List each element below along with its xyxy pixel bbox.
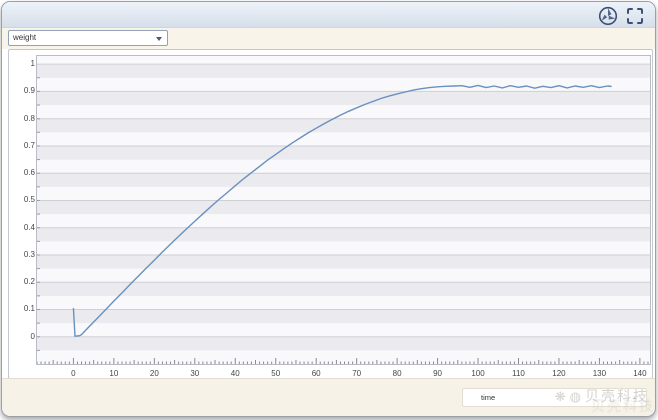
chart-svg	[37, 56, 650, 364]
aperture-icon[interactable]	[598, 6, 618, 26]
x-tick-label: 90	[433, 369, 443, 378]
x-tick-label: 40	[230, 369, 240, 378]
series-selector-dropdown[interactable]: weight	[8, 30, 168, 46]
x-tick-label: 130	[592, 369, 607, 378]
series-line-weight	[72, 84, 612, 337]
x-tick-label: 110	[512, 369, 525, 378]
series-selector-value: weight	[13, 33, 37, 42]
titlebar	[2, 2, 655, 28]
x-tick-label: 140	[633, 369, 647, 378]
y-axis-labels: 1 0.9 0.8 0.7 0.6 0.5 0.4 0.3 0.2 0.1 0	[10, 55, 35, 378]
x-tick-label: 50	[271, 369, 281, 378]
y-tick-label: 1	[30, 59, 35, 69]
x-tick-label: 80	[392, 369, 402, 378]
y-tick-label: 0.7	[23, 140, 35, 150]
y-tick-label: 0.9	[23, 86, 35, 96]
y-tick-label: 0.2	[23, 277, 35, 287]
toolbar: weight	[2, 28, 655, 49]
plot-area[interactable]	[36, 55, 651, 365]
x-tick-label: 60	[311, 369, 321, 378]
x-axis-title-box[interactable]: time -	[462, 388, 647, 407]
x-tick-label: 20	[149, 369, 159, 378]
y-tick-label: 0.8	[23, 113, 35, 123]
dropdown-dash-icon: -	[633, 393, 636, 403]
x-tick-label: 10	[109, 369, 119, 378]
x-axis-title: time	[481, 393, 496, 402]
y-tick-label: 0.4	[23, 222, 35, 232]
chart-panel: 1 0.9 0.8 0.7 0.6 0.5 0.4 0.3 0.2 0.1 0 0 10 20 30 40 5…	[8, 49, 653, 379]
y-tick-label: 0.3	[23, 249, 35, 259]
y-tick-label: 0.1	[23, 304, 35, 314]
x-tick-label: 120	[552, 369, 566, 378]
bottom-bar: time - ❋ ◍ 贝壳科技 贝壳科技	[2, 378, 655, 416]
x-tick-label: 30	[190, 369, 200, 378]
y-tick-label: 0	[30, 331, 35, 341]
y-tick-label: 0.5	[23, 195, 35, 205]
fullscreen-icon[interactable]	[625, 6, 645, 26]
x-axis-labels: 0 10 20 30 40 50 60 70 80 90 100 110 120 130 140	[9, 369, 652, 380]
x-tick-label: 100	[471, 369, 485, 378]
y-tick-label: 0.6	[23, 168, 35, 178]
chevron-down-icon	[156, 37, 162, 41]
titlebar-icons	[598, 6, 645, 26]
x-tick-label: 70	[352, 369, 362, 378]
x-tick-label: 0	[71, 369, 76, 378]
